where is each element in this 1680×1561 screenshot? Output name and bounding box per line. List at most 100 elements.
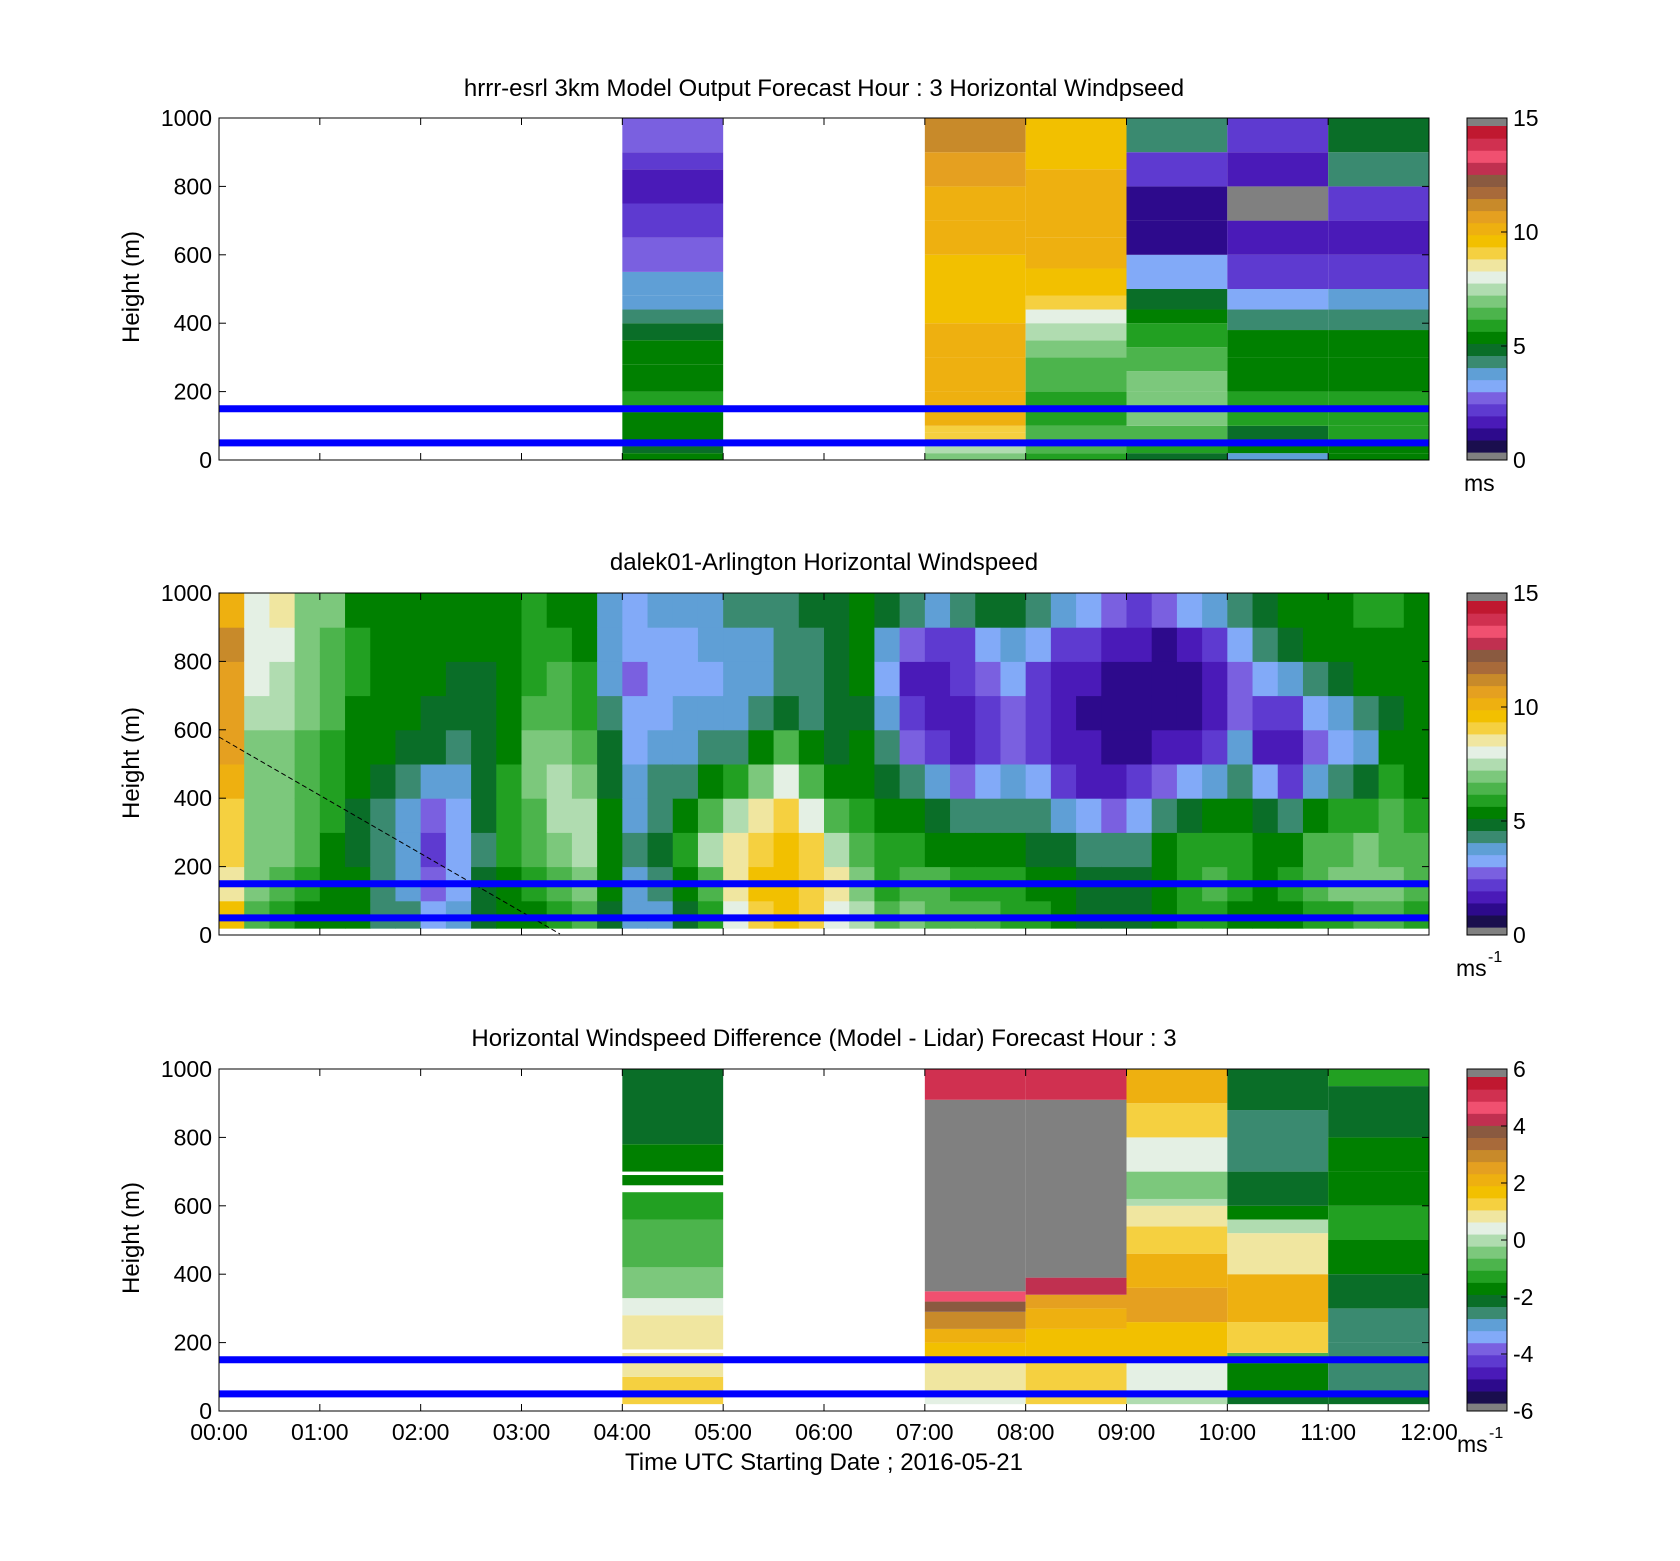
colorbar-segment — [1467, 878, 1507, 892]
heatmap-cell — [1328, 1240, 1429, 1275]
colorbar-tick-label: -4 — [1513, 1341, 1534, 1367]
y-tick-label: 800 — [174, 1124, 212, 1150]
heatmap-cell — [496, 695, 522, 731]
colorbar-segment — [1467, 649, 1507, 662]
heatmap-cell — [496, 729, 522, 765]
heatmap-cell — [1025, 425, 1127, 440]
heatmap-cell — [1076, 695, 1102, 731]
heatmap-cell — [395, 832, 422, 868]
heatmap-cell — [1202, 729, 1228, 765]
heatmap-cell — [1353, 764, 1380, 799]
heatmap-cell — [1025, 340, 1127, 358]
heatmap-cell — [1050, 661, 1077, 697]
heatmap-cell — [1227, 330, 1329, 358]
heatmap-cell — [622, 764, 649, 799]
x-tick-label: 11:00 — [1300, 1419, 1356, 1445]
heatmap-cell — [420, 832, 447, 868]
colorbar-segment — [1467, 367, 1507, 381]
heatmap-cell — [1227, 289, 1329, 310]
heatmap-cell — [1126, 289, 1228, 310]
heatmap-cell — [723, 695, 749, 731]
x-tick-label: 06:00 — [795, 1419, 853, 1445]
panel-diff-ylabel: Height (m) — [118, 1182, 145, 1294]
colorbar-segment — [1467, 1209, 1507, 1223]
heatmap-cell — [1151, 798, 1178, 833]
heatmap-cell — [370, 627, 396, 662]
heatmap-cell — [1403, 832, 1430, 868]
heatmap-cell — [521, 627, 548, 662]
heatmap-cell — [1126, 764, 1153, 799]
heatmap-cell — [824, 593, 850, 628]
heatmap-cell — [370, 832, 396, 868]
panel-diff: Horizontal Windspeed Difference (Model -… — [118, 1025, 1534, 1476]
heatmap-cell — [1025, 1069, 1127, 1100]
heatmap-cell — [1025, 661, 1052, 697]
heatmap-cell — [924, 289, 1026, 324]
heatmap-cell — [1328, 453, 1429, 460]
heatmap-cell — [924, 186, 1026, 221]
heatmap-cell — [748, 798, 775, 833]
panel-model-cells — [622, 118, 1429, 460]
heatmap-cell — [319, 593, 346, 628]
heatmap-cell — [622, 695, 649, 731]
heatmap-cell — [1227, 798, 1254, 833]
heatmap-cell — [1328, 729, 1354, 765]
heatmap-cell — [647, 832, 674, 868]
heatmap-cell — [924, 1328, 1026, 1343]
heatmap-cell — [798, 695, 825, 731]
heatmap-cell — [1277, 798, 1304, 833]
heatmap-cell — [924, 593, 951, 628]
heatmap-cell — [622, 309, 724, 324]
heatmap-cell — [319, 627, 346, 662]
heatmap-cell — [294, 627, 321, 662]
heatmap-cell — [471, 832, 497, 868]
panel-diff-xticks: 00:00 01:00 02:00 03:00 04:00 05:00 06:00 07:00… — [190, 1069, 1458, 1445]
heatmap-cell — [975, 695, 1001, 731]
heatmap-cell — [975, 764, 1001, 799]
heatmap-cell — [546, 593, 573, 628]
heatmap-cell — [1000, 764, 1027, 799]
colorbar-tick-label: 10 — [1513, 694, 1539, 720]
heatmap-cell — [319, 798, 346, 833]
heatmap-cell — [345, 661, 371, 697]
heatmap-cell — [1227, 1069, 1329, 1111]
heatmap-cell — [950, 764, 976, 799]
heatmap-cell — [924, 220, 1026, 255]
heatmap-cell — [1101, 764, 1127, 799]
heatmap-cell — [1126, 1171, 1228, 1199]
heatmap-cell — [1151, 729, 1178, 765]
heatmap-cell — [647, 695, 674, 731]
heatmap-cell — [1025, 237, 1127, 269]
x-tick-label: 07:00 — [896, 1419, 954, 1445]
heatmap-cell — [597, 593, 623, 628]
heatmap-cell — [1302, 695, 1329, 731]
heatmap-cell — [244, 627, 270, 662]
heatmap-cell — [622, 798, 649, 833]
heatmap-cell — [1025, 1359, 1127, 1391]
colorbar-segment — [1467, 733, 1507, 747]
heatmap-cell — [1328, 1308, 1429, 1343]
heatmap-cell — [1227, 357, 1329, 392]
heatmap-cell — [571, 661, 598, 697]
heatmap-cell — [899, 729, 926, 765]
heatmap-cell — [798, 764, 825, 799]
heatmap-cell — [748, 729, 775, 765]
heatmap-cell — [975, 798, 1001, 833]
heatmap-cell — [1025, 323, 1127, 341]
heatmap-cell — [622, 364, 724, 392]
heatmap-cell — [1101, 695, 1127, 731]
colorbar-segment — [1467, 1306, 1507, 1320]
panel-model-xticks — [218, 118, 1430, 460]
heatmap-cell — [1000, 695, 1027, 731]
heatmap-cell — [824, 729, 850, 765]
panel-lidar-xticks — [218, 593, 1430, 935]
panel-lidar-ylabel: Height (m) — [118, 707, 145, 819]
colorbar-segment — [1467, 415, 1507, 429]
heatmap-cell — [1025, 798, 1052, 833]
heatmap-cell — [597, 627, 623, 662]
heatmap-cell — [672, 729, 699, 765]
y-tick-label: 1000 — [161, 580, 212, 606]
heatmap-cell — [1176, 593, 1203, 628]
heatmap-cell — [1126, 1069, 1228, 1104]
heatmap-cell — [924, 357, 1026, 392]
